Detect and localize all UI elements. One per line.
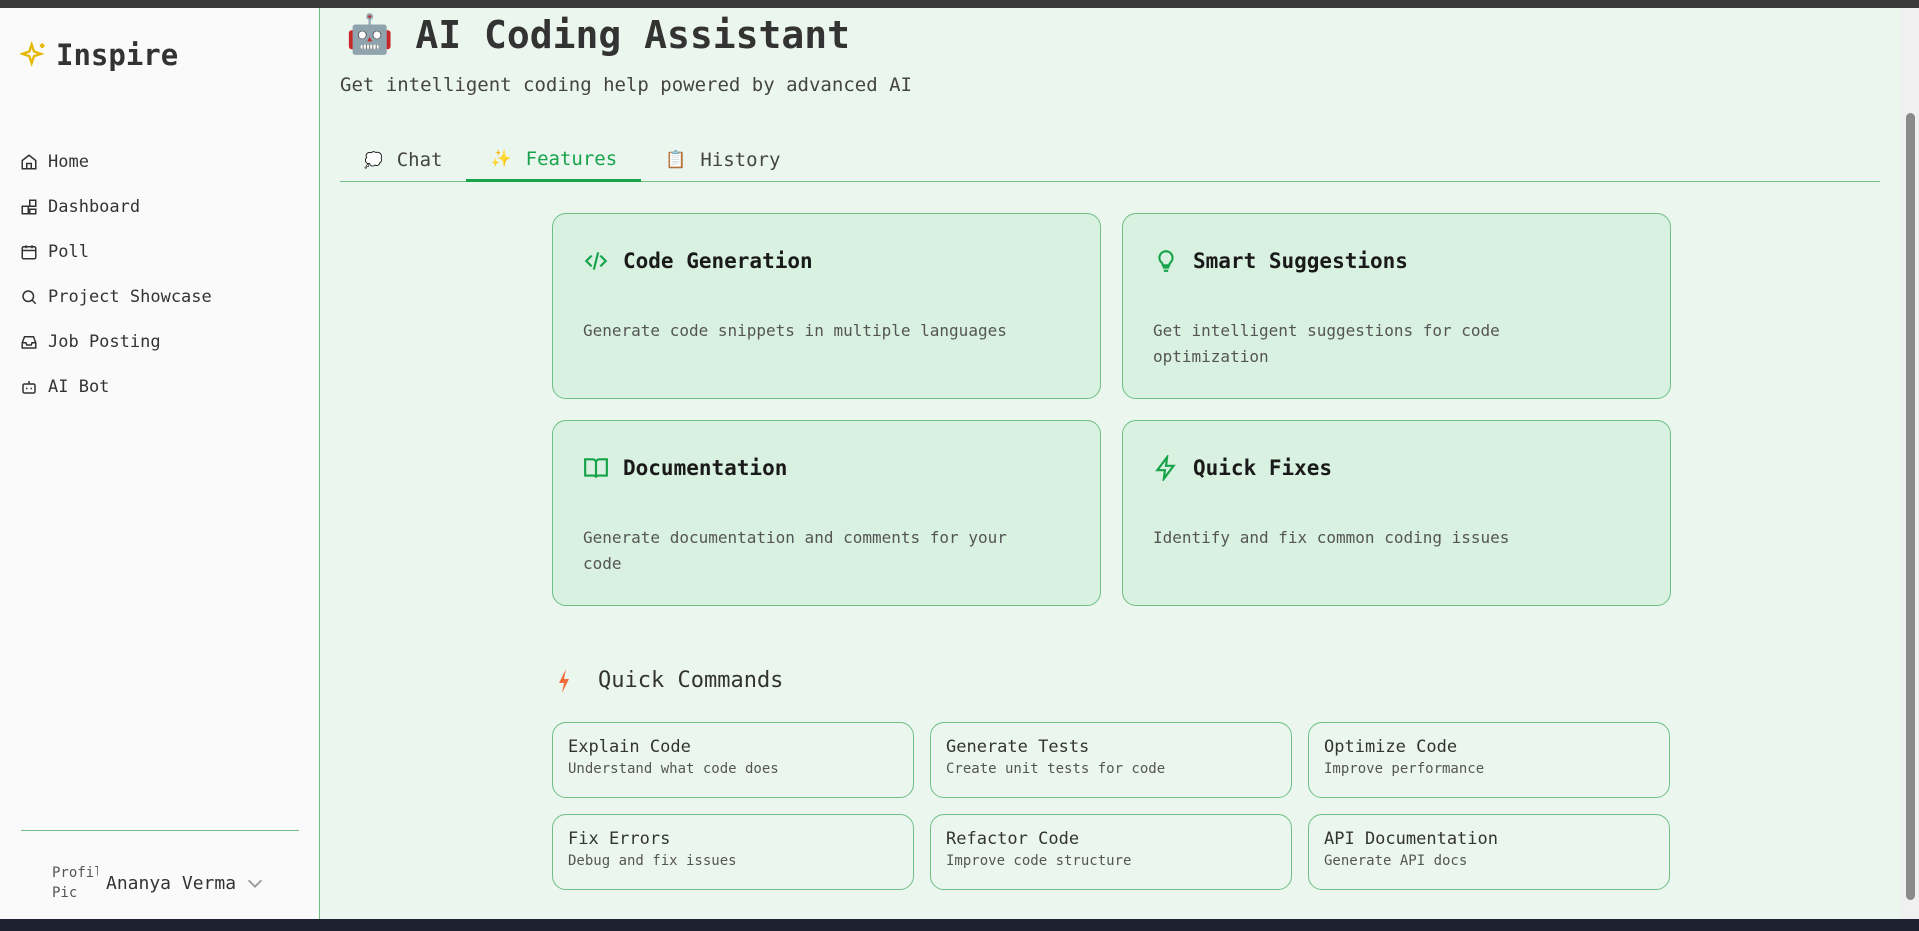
sidebar-item-label: Home (48, 151, 89, 172)
command-fix-errors[interactable]: Fix Errors Debug and fix issues (552, 814, 914, 890)
tab-chat[interactable]: 💭 Chat (340, 138, 466, 181)
main-content: 🤖 AI Coding Assistant Get intelligent co… (321, 8, 1901, 919)
dashboard-icon (21, 199, 37, 214)
feature-card-code-generation[interactable]: Code Generation Generate code snippets i… (552, 213, 1101, 399)
sidebar-item-poll[interactable]: Poll (20, 229, 212, 274)
feature-description: Generate documentation and comments for … (583, 528, 1007, 573)
sparkles-icon: ✨ (490, 148, 512, 169)
brand-name: Inspire (56, 38, 179, 72)
thought-bubble-icon: 💭 (364, 150, 383, 169)
quick-commands-title: Quick Commands (598, 668, 784, 693)
lightbulb-icon (1158, 250, 1174, 272)
command-title: Explain Code (568, 737, 691, 757)
command-title: Generate Tests (946, 737, 1090, 757)
inbox-icon (21, 335, 37, 349)
sidebar: Inspire Home Dashboard Poll Project Show… (0, 8, 320, 919)
feature-card-quick-fixes[interactable]: Quick Fixes Identify and fix common codi… (1122, 420, 1671, 606)
sidebar-item-home[interactable]: Home (20, 139, 212, 184)
command-generate-tests[interactable]: Generate Tests Create unit tests for code (930, 722, 1292, 798)
sidebar-item-label: Project Showcase (48, 286, 212, 307)
sparkles-icon (20, 40, 45, 67)
sidebar-item-label: Job Posting (48, 331, 161, 352)
feature-title: Documentation (623, 456, 788, 480)
robot-icon: 🤖 (346, 12, 394, 56)
command-api-documentation[interactable]: API Documentation Generate API docs (1308, 814, 1670, 890)
feature-title: Smart Suggestions (1193, 249, 1408, 273)
profile-name: Ananya Verma (106, 872, 237, 894)
command-description: Debug and fix issues (568, 853, 737, 869)
sidebar-divider (21, 830, 299, 831)
feature-card-smart-suggestions[interactable]: Smart Suggestions Get intelligent sugges… (1122, 213, 1671, 399)
command-optimize-code[interactable]: Optimize Code Improve performance (1308, 722, 1670, 798)
command-title: Optimize Code (1324, 737, 1458, 757)
calendar-icon (21, 244, 37, 259)
sidebar-item-label: AI Bot (48, 376, 110, 397)
tab-label: Features (525, 147, 618, 170)
taskbar (0, 919, 1919, 931)
sidebar-item-label: Poll (48, 241, 89, 262)
command-description: Improve code structure (946, 853, 1132, 869)
sidebar-item-job-posting[interactable]: Job Posting (20, 319, 212, 364)
clipboard-icon: 📋 (665, 149, 687, 170)
tab-label: History (700, 148, 781, 171)
tab-history[interactable]: 📋 History (641, 138, 804, 181)
sidebar-item-project-showcase[interactable]: Project Showcase (20, 274, 212, 319)
bot-icon (22, 380, 36, 394)
sidebar-item-dashboard[interactable]: Dashboard (20, 184, 212, 229)
brand-logo[interactable]: Inspire (20, 38, 178, 72)
feature-description: Generate code snippets in multiple langu… (583, 321, 1007, 340)
command-description: Improve performance (1324, 761, 1485, 777)
feature-title: Quick Fixes (1193, 456, 1333, 480)
zap-icon (1155, 455, 1176, 481)
command-title: Refactor Code (946, 829, 1080, 849)
feature-description: Get intelligent suggestions for code opt… (1153, 321, 1500, 366)
page-title-text: AI Coding Assistant (415, 12, 851, 57)
avatar: Profile Pic (52, 865, 98, 901)
chevron-down-icon[interactable] (244, 872, 266, 894)
page-title: 🤖 AI Coding Assistant (346, 12, 850, 57)
sidebar-nav: Home Dashboard Poll Project Showcase Job… (20, 139, 212, 409)
command-description: Create unit tests for code (946, 761, 1166, 777)
lightning-icon (559, 668, 569, 693)
page-subtitle: Get intelligent coding help powered by a… (340, 74, 912, 96)
tab-bar: 💭 Chat ✨ Features 📋 History (340, 138, 1880, 182)
scrollbar[interactable] (1901, 8, 1919, 919)
feature-description: Identify and fix common coding issues (1153, 528, 1510, 547)
tab-features[interactable]: ✨ Features (466, 138, 642, 182)
code-icon (584, 252, 608, 270)
window-top-bar (0, 0, 1919, 8)
feature-card-documentation[interactable]: Documentation Generate documentation and… (552, 420, 1101, 606)
tab-label: Chat (396, 148, 443, 171)
book-icon (584, 458, 608, 478)
profile-menu[interactable]: Profile Pic Ananya Verma (52, 863, 266, 903)
scrollbar-thumb[interactable] (1906, 113, 1915, 900)
command-description: Understand what code does (568, 761, 779, 777)
command-description: Generate API docs (1324, 853, 1468, 869)
search-icon (22, 289, 37, 304)
command-title: API Documentation (1324, 829, 1498, 849)
command-refactor-code[interactable]: Refactor Code Improve code structure (930, 814, 1292, 890)
command-explain-code[interactable]: Explain Code Understand what code does (552, 722, 914, 798)
home-icon (21, 153, 37, 169)
sidebar-item-ai-bot[interactable]: AI Bot (20, 364, 212, 409)
quick-commands-heading: Quick Commands (556, 668, 783, 693)
command-title: Fix Errors (568, 829, 671, 849)
feature-title: Code Generation (623, 249, 813, 273)
sidebar-item-label: Dashboard (48, 196, 141, 217)
